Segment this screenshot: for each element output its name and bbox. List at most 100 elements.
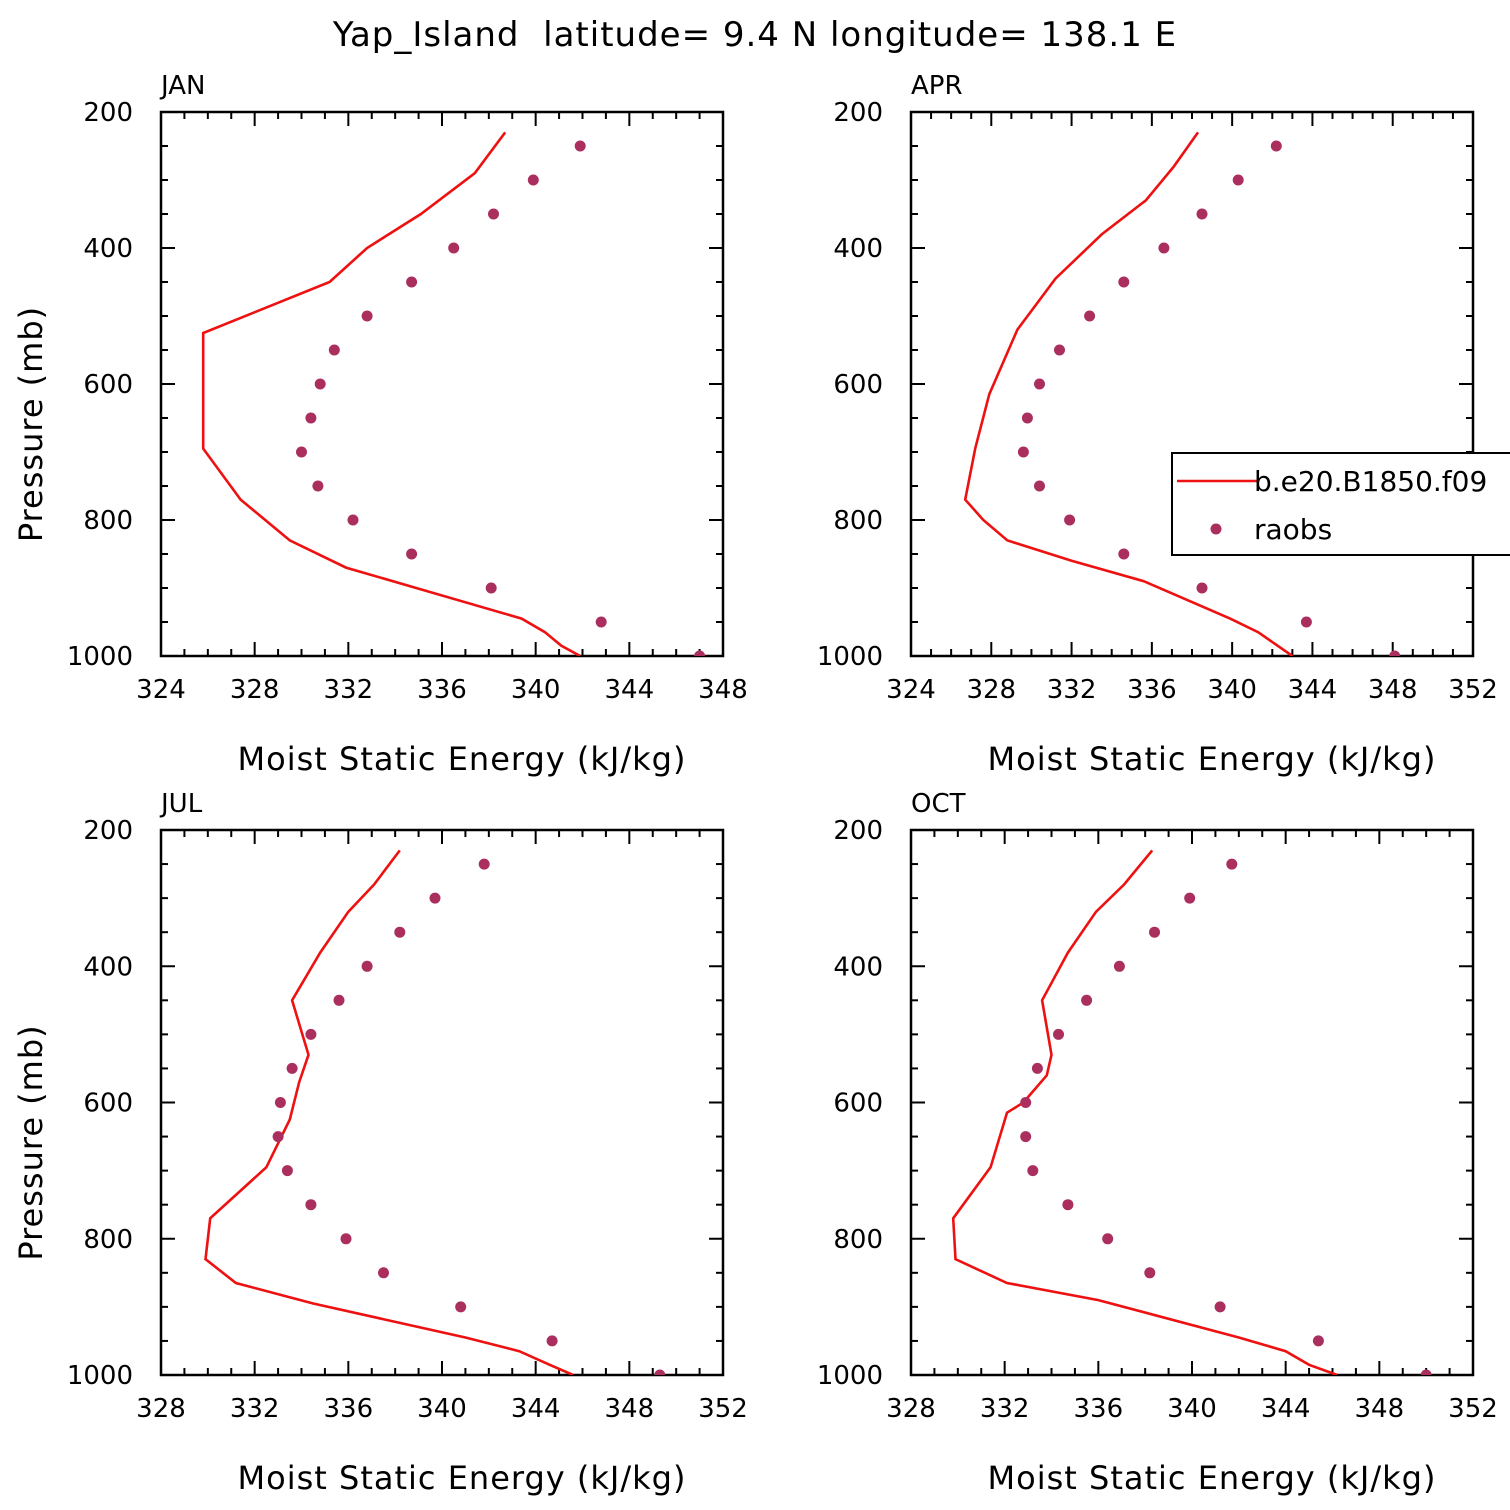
- obs-point: [281, 1165, 293, 1177]
- obs-point: [305, 412, 317, 424]
- obs-point: [1149, 926, 1160, 938]
- x-tick-label: 340: [511, 675, 561, 705]
- obs-point: [1020, 1097, 1032, 1108]
- obs-point: [654, 1369, 666, 1375]
- y-tick-label: 600: [833, 1089, 883, 1119]
- obs-point: [296, 446, 307, 458]
- panel-label-oct: OCT: [911, 789, 966, 819]
- obs-point: [1226, 858, 1238, 870]
- plot-frame: [909, 828, 1475, 1377]
- obs-point: [333, 994, 345, 1006]
- panel-label-jul: JUL: [159, 789, 203, 819]
- x-tick-label: 340: [1167, 1394, 1217, 1424]
- x-tick-label: 324: [136, 675, 186, 705]
- y-tick-label: 200: [833, 98, 883, 128]
- obs-point: [274, 1097, 286, 1108]
- obs-point: [694, 650, 706, 656]
- y-tick-label: 400: [83, 952, 133, 982]
- y-tick-label: 400: [833, 952, 883, 982]
- obs-point: [1196, 208, 1208, 220]
- x-tick-label: 332: [1047, 675, 1097, 705]
- plot-frame: [909, 110, 1475, 658]
- obs-point: [406, 548, 418, 560]
- obs-point: [1158, 242, 1170, 254]
- x-tick-label: 344: [1261, 1394, 1311, 1424]
- obs-point: [314, 378, 326, 390]
- x-tick-label: 332: [230, 1394, 280, 1424]
- obs-point: [1081, 994, 1093, 1006]
- y-tick-label: 200: [833, 816, 883, 846]
- obs-point: [1102, 1233, 1114, 1245]
- y-tick-label: 1000: [817, 1361, 883, 1391]
- obs-point: [527, 174, 539, 186]
- panel-label-apr: APR: [911, 71, 963, 101]
- obs-point: [1054, 344, 1065, 356]
- obs-point: [1389, 650, 1401, 656]
- panels: JAN 324 328 332 336 340 344 348 200 400 600 800 1000…: [12, 71, 1498, 1497]
- y-axis-title: Pressure (mb): [12, 306, 50, 542]
- x-tick-label: 328: [136, 1394, 186, 1424]
- obs-point: [1020, 1131, 1032, 1143]
- x-tick-label: 336: [1074, 1394, 1124, 1424]
- obs-point: [455, 1301, 467, 1313]
- x-tick-label: 348: [1355, 1394, 1405, 1424]
- obs-point: [1214, 1301, 1226, 1313]
- obs-point: [1118, 548, 1130, 560]
- x-tick-label: 344: [605, 675, 655, 705]
- obs-point: [340, 1233, 352, 1245]
- y-tick-label: 1000: [817, 642, 883, 672]
- obs-point: [488, 208, 499, 220]
- x-tick-label: 328: [886, 1394, 936, 1424]
- x-tick-label: 336: [324, 1394, 374, 1424]
- x-axis-title: Moist Static Energy (kJ/kg): [238, 1459, 687, 1497]
- x-tick-label: 352: [1448, 675, 1498, 705]
- panel-jul: JUL 328 332 336 340 344 348 352 200 400 600 800 1000…: [12, 789, 748, 1497]
- x-tick-label: 328: [230, 675, 280, 705]
- panel-apr: APR 324 328 332 336 340 344 348 352 200 400 600 800 1…: [817, 71, 1498, 778]
- obs-point: [1084, 310, 1096, 322]
- x-axis-title: Moist Static Energy (kJ/kg): [988, 1459, 1437, 1497]
- x-axis-title: Moist Static Energy (kJ/kg): [988, 740, 1437, 778]
- obs-point: [1196, 582, 1208, 594]
- obs-point: [394, 926, 406, 938]
- x-axis-title: Moist Static Energy (kJ/kg): [238, 740, 687, 778]
- y-axis-title: Pressure (mb): [12, 1024, 50, 1260]
- x-tick-label: 336: [1127, 675, 1177, 705]
- y-tick-label: 800: [83, 1225, 133, 1255]
- obs-point: [361, 310, 373, 322]
- obs-point: [1113, 960, 1125, 972]
- obs-point: [1034, 480, 1045, 492]
- obs-point: [1184, 892, 1196, 904]
- series-line-model: [951, 849, 1338, 1375]
- obs-point: [328, 344, 340, 356]
- obs-point: [1034, 378, 1045, 390]
- obs-point: [1118, 276, 1130, 288]
- obs-point: [1144, 1267, 1156, 1279]
- obs-point: [361, 960, 373, 972]
- obs-point: [1062, 1199, 1074, 1211]
- obs-point: [1017, 446, 1029, 458]
- x-tick-label: 340: [1207, 675, 1257, 705]
- y-tick-label: 200: [83, 816, 133, 846]
- panel-oct: OCT 328 332 336 340 344 348 352 200 400 600 800 1000…: [817, 789, 1498, 1497]
- series-line-model: [963, 131, 1294, 656]
- obs-point: [574, 140, 586, 152]
- obs-point: [485, 582, 497, 594]
- x-tick-label: 348: [698, 675, 748, 705]
- obs-point: [1232, 174, 1244, 186]
- x-tick-label: 336: [417, 675, 467, 705]
- legend-label-obs: raobs: [1254, 513, 1332, 546]
- x-tick-label: 328: [966, 675, 1016, 705]
- obs-point: [478, 858, 490, 870]
- obs-point: [429, 892, 441, 904]
- panel-jan: JAN 324 328 332 336 340 344 348 200 400 600 800 1000…: [12, 71, 748, 778]
- obs-point: [1021, 412, 1033, 424]
- obs-point: [1300, 616, 1312, 628]
- series-line-model: [204, 849, 574, 1375]
- legend-label-model: b.e20.B1850.f09: [1254, 465, 1487, 498]
- figure-title: Yap_Island latitude= 9.4 N longitude= 13…: [332, 15, 1177, 55]
- y-tick-label: 600: [83, 370, 133, 400]
- x-tick-label: 332: [980, 1394, 1030, 1424]
- x-tick-label: 344: [511, 1394, 561, 1424]
